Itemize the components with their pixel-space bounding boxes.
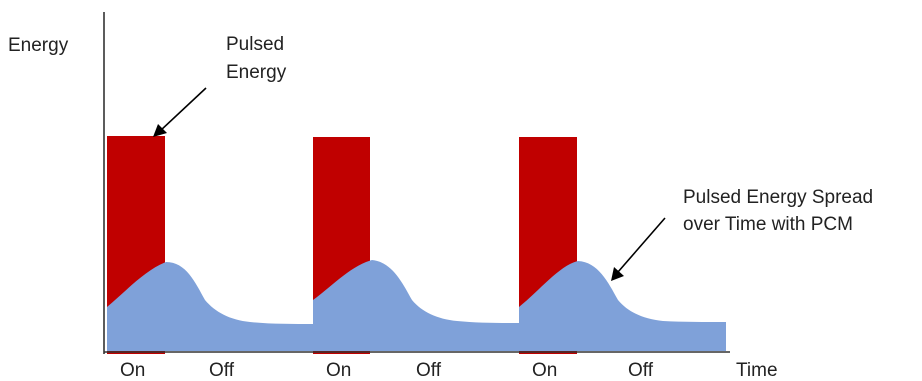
phase-off-label-3: Off [628, 360, 654, 381]
annotation-arrows [153, 87, 666, 281]
y-axis-label: Energy [8, 35, 69, 56]
spread-label-line2: over Time with PCM [683, 214, 853, 235]
phase-on-label-1: On [120, 360, 145, 381]
pulsed-energy-label-line2: Energy [226, 62, 287, 83]
x-axis-label: Time [736, 360, 778, 381]
pulsed-energy-label-line1: Pulsed [226, 34, 284, 55]
phase-on-label-2: On [326, 360, 351, 381]
spread-arrow [617, 217, 666, 273]
pcm-spread-curves [107, 260, 726, 351]
phase-off-label-1: Off [209, 360, 235, 381]
spread-label-line1: Pulsed Energy Spread [683, 187, 873, 208]
spread-arrowhead [611, 267, 624, 281]
phase-on-label-3: On [532, 360, 557, 381]
pulsed-energy-arrowhead [153, 124, 167, 137]
pulsed-energy-arrow [159, 87, 207, 132]
phase-off-label-2: Off [416, 360, 442, 381]
